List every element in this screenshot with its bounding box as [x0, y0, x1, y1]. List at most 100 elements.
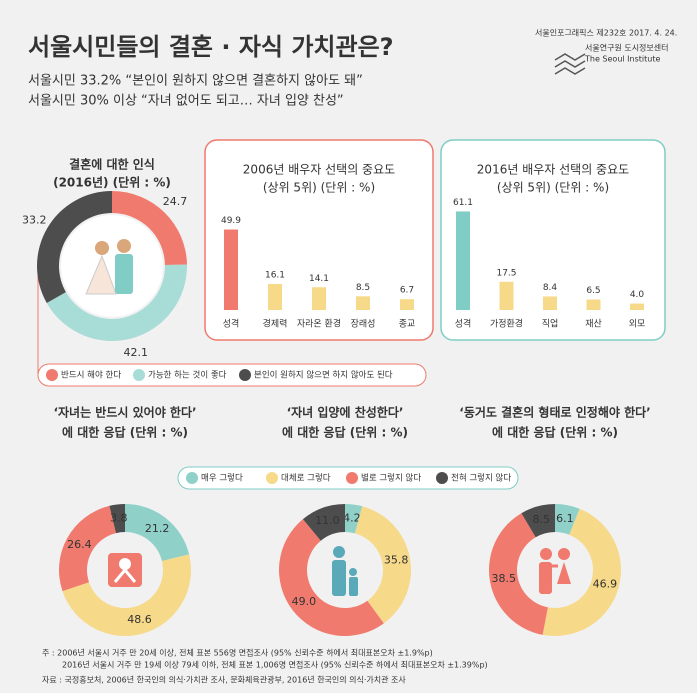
donut-segment — [555, 504, 580, 535]
data-label: 11.0 — [315, 514, 340, 527]
legend-label: 매우 그렇다 — [201, 473, 243, 484]
legend-label: 대체로 그렇다 — [281, 473, 331, 484]
donut-segment — [36, 191, 112, 303]
subtitle: 서울시민 33.2% “본인이 원하지 않으면 결혼하지 않아도 돼” — [28, 74, 363, 89]
data-label: 61.1 — [453, 198, 473, 208]
legend-marker — [133, 369, 145, 381]
chart-title: ‘자녀 입양에 찬성한다’ — [287, 405, 404, 420]
legend-label: 전혀 그렇지 않다 — [451, 473, 511, 484]
icon — [119, 558, 131, 570]
chart-title: 결혼에 대한 인식 — [69, 157, 155, 172]
icon — [85, 254, 117, 295]
data-label: 6.7 — [400, 286, 414, 296]
data-label: 14.1 — [309, 274, 329, 284]
legend-marker — [46, 369, 58, 381]
data-label: 8.5 — [533, 513, 551, 526]
bar — [543, 296, 557, 310]
x-tick-label: 재산 — [585, 319, 602, 330]
icon — [558, 548, 570, 560]
chart-title: ‘동거도 결혼의 형태로 인정해야 한다’ — [459, 405, 650, 420]
legend-marker — [436, 472, 448, 484]
icon — [540, 548, 552, 560]
publisher: The Seoul Institute — [584, 55, 660, 64]
icon — [332, 560, 346, 596]
data-label: 24.7 — [163, 195, 188, 208]
donut-segment — [489, 513, 548, 635]
bar — [268, 284, 282, 310]
data-label: 35.8 — [384, 554, 409, 567]
x-tick-label: 성격 — [455, 318, 472, 330]
data-label: 46.9 — [593, 578, 618, 591]
note: 2016년 서울시 거주 만 19세 이상 79세 이하, 전체 표본 1,00… — [62, 660, 488, 670]
bar — [630, 303, 644, 310]
icon — [95, 241, 109, 255]
legend-box — [37, 363, 427, 387]
data-label: 26.4 — [67, 538, 92, 551]
chart-title: (상위 5위) (단위 : %) — [263, 181, 375, 195]
x-tick-label: 성격 — [223, 318, 240, 330]
chart-title: (2016년) (단위 : %) — [53, 175, 171, 190]
icon — [349, 577, 358, 596]
chart-title: 2006년 배우자 선택의 중요도 — [243, 163, 395, 177]
bar — [356, 296, 370, 310]
x-tick-label: 장래성 — [351, 319, 376, 330]
data-label: 6.5 — [586, 286, 600, 296]
x-tick-label: 가정환경 — [490, 318, 523, 330]
icon — [349, 568, 357, 576]
donut-segment — [112, 191, 187, 266]
data-label: 16.1 — [265, 271, 285, 281]
panel — [440, 139, 666, 341]
data-label: 49.9 — [221, 216, 241, 226]
publisher: 서울연구원 도시정보센터 — [585, 43, 669, 53]
note: 자료 : 국정홍보처, 2006년 한국인의 의식·가치관 조사, 문화체육관광… — [42, 675, 406, 685]
x-tick-label: 외모 — [629, 318, 646, 330]
data-label: 48.6 — [127, 613, 152, 626]
data-label: 3.8 — [110, 511, 128, 524]
data-label: 49.0 — [292, 595, 317, 608]
data-label: 8.5 — [356, 283, 370, 293]
x-tick-label: 자라온 환경 — [297, 318, 341, 330]
icon — [333, 546, 345, 558]
x-tick-label: 종교 — [399, 319, 416, 330]
bar — [312, 287, 326, 310]
icon — [113, 567, 137, 583]
data-label: 42.1 — [123, 346, 148, 359]
legend-marker — [239, 369, 251, 381]
legend-label: 가능한 하는 것이 좋다 — [148, 370, 227, 381]
panel — [204, 139, 434, 341]
data-label: 4.0 — [630, 290, 645, 300]
icon — [557, 562, 571, 584]
publisher: 서울인포그래픽스 제232호 2017. 4. 24. — [535, 28, 677, 38]
donut-segment — [354, 506, 412, 624]
x-tick-label: 직업 — [542, 319, 559, 330]
donut-segment — [125, 504, 190, 562]
donut-segment — [345, 504, 363, 534]
chart-title: ‘자녀는 반드시 있어야 한다’ — [53, 405, 196, 420]
donut-segment — [62, 554, 191, 636]
icon — [539, 562, 552, 594]
donut-segment — [278, 519, 384, 637]
legend-marker — [186, 472, 198, 484]
donut-segment — [46, 264, 187, 342]
legend-marker — [346, 472, 358, 484]
data-label: 6.1 — [556, 512, 574, 525]
data-label: 4.2 — [343, 511, 361, 524]
data-label: 21.2 — [145, 522, 170, 535]
bar — [456, 211, 470, 310]
icon — [117, 239, 131, 253]
data-label: 38.5 — [492, 572, 517, 585]
chart-title: (상위 5위) (단위 : %) — [497, 181, 609, 195]
chart-title: 에 대한 응답 (단위 : %) — [282, 425, 408, 440]
bar — [224, 229, 238, 310]
bar — [586, 299, 601, 310]
chart-title: 에 대한 응답 (단위 : %) — [492, 425, 618, 440]
donut-segment — [109, 504, 125, 534]
note: 주 : 2006년 서울시 거주 만 20세 이상, 전체 표본 556명 면접… — [42, 648, 433, 658]
bar — [499, 281, 514, 310]
subtitle: 서울시민 30% 이상 “자녀 없어도 되고… 자녀 입양 찬성” — [28, 94, 344, 109]
chart-title: 에 대한 응답 (단위 : %) — [62, 425, 188, 440]
legend-label: 반드시 해야 한다 — [61, 370, 121, 381]
data-label: 17.5 — [496, 268, 516, 278]
data-label: 33.2 — [22, 214, 47, 227]
